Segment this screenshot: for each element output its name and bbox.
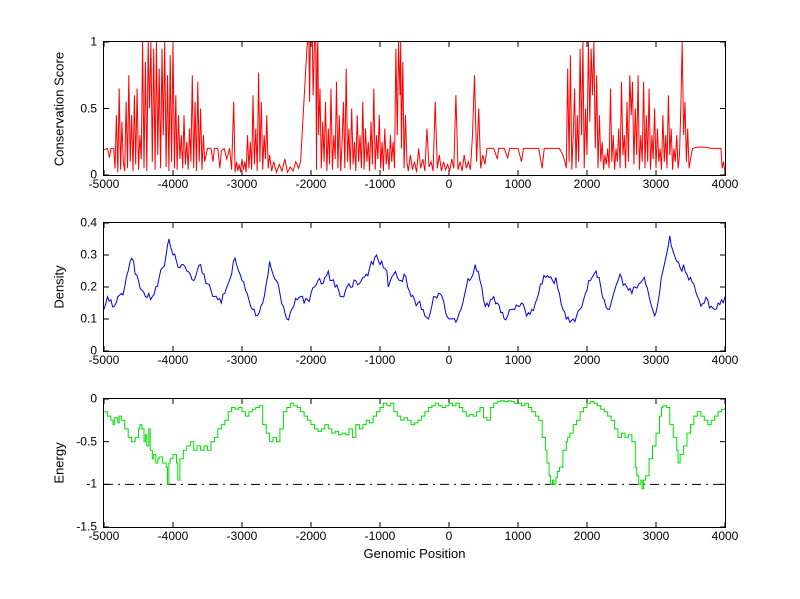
x-tick-label: 1000 (504, 353, 532, 367)
x-tick-label: 1000 (504, 177, 532, 191)
energy-series (104, 400, 725, 490)
x-axis-label: Genomic Position (363, 546, 466, 561)
density-series (104, 235, 725, 324)
x-tick-label: 1000 (504, 529, 532, 543)
x-tick-label: 3000 (642, 529, 670, 543)
x-tick-label: -4000 (157, 353, 189, 367)
conservation-score-ylabel: Conservation Score (51, 51, 67, 166)
x-tick-label: -2000 (295, 177, 327, 191)
y-tick-label: 0.3 (80, 247, 97, 262)
y-tick-label: 1 (90, 34, 97, 49)
x-tick-label: 0 (445, 177, 453, 191)
x-tick-label: -5000 (88, 353, 120, 367)
x-tick-label: 3000 (642, 353, 670, 367)
x-tick-label: -5000 (88, 177, 120, 191)
y-tick-label: -0.5 (76, 434, 97, 449)
x-tick-label: 2000 (573, 177, 601, 191)
x-tick-label: 4000 (711, 353, 739, 367)
x-tick-label: -4000 (157, 177, 189, 191)
energy-ylabel: Energy (51, 442, 67, 484)
energy-canvas (104, 399, 725, 527)
x-tick-label: -1000 (364, 529, 396, 543)
x-tick-label: -4000 (157, 529, 189, 543)
x-tick-label: -3000 (226, 353, 258, 367)
x-tick-label: 4000 (711, 177, 739, 191)
y-tick-label: 0 (90, 343, 97, 358)
y-tick-label: 0 (90, 391, 97, 406)
y-tick-label: 0.4 (80, 215, 97, 230)
density-plot: Density -5000 -4000 -3000 -2000 -1000 0 1000 20… (52, 216, 739, 367)
conservation-score-plot: Conservation Score -5000 -4000 -3000 -2000 -… (52, 35, 739, 191)
x-tick-label: 3000 (642, 177, 670, 191)
density-canvas (104, 223, 725, 351)
energy-plot: Energy Genomic Position -5000 -4000 -3000 -… (52, 392, 739, 561)
x-tick-label: 0 (445, 529, 453, 543)
x-tick-label: -1000 (364, 177, 396, 191)
density-ylabel: Density (51, 265, 67, 309)
x-tick-label: -1000 (364, 353, 396, 367)
x-tick-label: -3000 (226, 177, 258, 191)
x-tick-label: 2000 (573, 353, 601, 367)
x-tick-label: 2000 (573, 529, 601, 543)
x-tick-label: 0 (445, 353, 453, 367)
y-tick-label: 0.5 (80, 101, 97, 115)
x-tick-label: -2000 (295, 353, 327, 367)
conservation-score-canvas (104, 42, 725, 175)
y-tick-label: -1 (86, 476, 97, 491)
x-tick-label: -2000 (295, 529, 327, 543)
y-tick-label: 0.2 (80, 279, 97, 294)
x-tick-label: -5000 (88, 529, 120, 543)
y-tick-label: 0 (90, 167, 97, 182)
y-tick-label: -1.5 (76, 519, 97, 534)
x-tick-label: -3000 (226, 529, 258, 543)
x-tick-label: 4000 (711, 529, 739, 543)
conservation-score-series (104, 42, 725, 174)
y-tick-label: 0.1 (80, 311, 97, 326)
